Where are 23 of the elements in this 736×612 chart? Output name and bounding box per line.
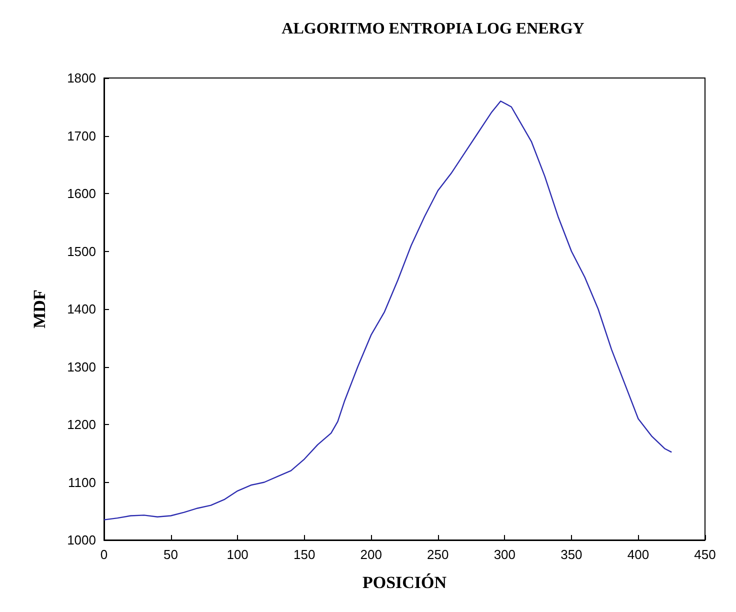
- y-tick-label: 1600: [67, 186, 96, 201]
- x-tick-label: 350: [560, 547, 582, 562]
- x-axis-title: POSICIÓN: [362, 573, 448, 592]
- x-tick-label: 400: [627, 547, 650, 562]
- y-tick-label: 1800: [67, 70, 96, 86]
- x-tick-label: 450: [694, 547, 716, 562]
- x-tick-label: 250: [427, 547, 449, 562]
- chart-title: ALGORITMO ENTROPIA LOG ENERGY: [282, 20, 585, 38]
- x-tick-label: 300: [494, 547, 516, 562]
- y-tick-label: 1700: [67, 128, 96, 144]
- x-tick-label: 150: [293, 547, 316, 562]
- y-tick-label: 1100: [68, 474, 96, 490]
- x-tick-label: 0: [100, 547, 108, 562]
- y-tick-label: 1500: [67, 244, 96, 259]
- y-tick-label: 1300: [67, 359, 96, 374]
- y-axis-title: MDF: [30, 290, 49, 328]
- line-series: [103, 100, 672, 520]
- y-tick-label: 1000: [67, 532, 96, 548]
- x-tick-label: 100: [226, 547, 248, 562]
- x-tick-label: 50: [164, 547, 178, 562]
- x-tick-label: 200: [360, 547, 382, 562]
- y-tick-label: 1200: [67, 417, 96, 432]
- y-tick-label: 1400: [67, 302, 96, 316]
